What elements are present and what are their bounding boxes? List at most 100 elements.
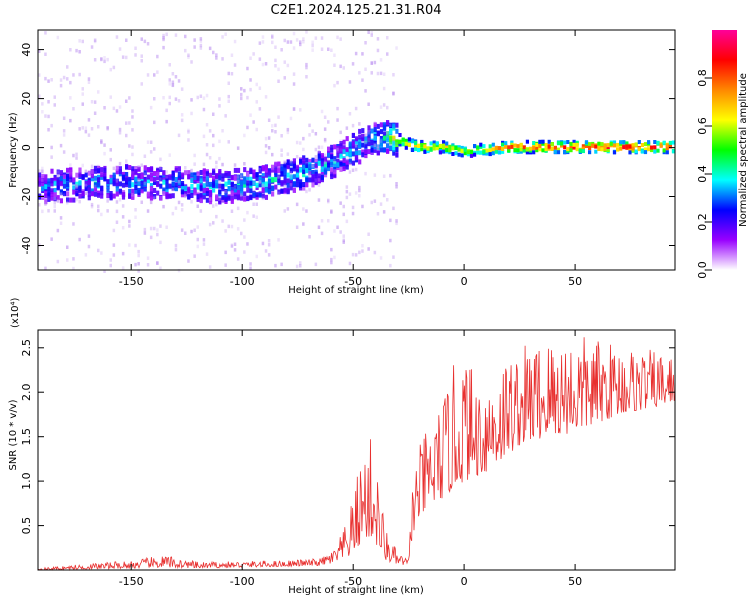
spectrogram-cell [286,163,290,169]
spectrogram-noise-cell [62,129,66,133]
spectrogram-cell [317,160,321,166]
spectrogram-cell [454,151,458,156]
spectrogram-cell [435,141,439,146]
spectrogram-noise-cell [311,40,314,45]
spectrogram-cell [78,167,82,173]
spectrogram-noise-cell [47,209,50,213]
spectrogram-noise-cell [109,263,112,268]
spectrogram-noise-cell [180,228,184,232]
spectrogram-noise-cell [224,32,227,36]
spectrogram-noise-cell [190,98,193,102]
spectrogram-cell [56,169,60,175]
spectrogram-noise-cell [233,248,237,252]
spectrogram-cell [134,185,138,190]
spectrogram-cell [47,192,51,198]
spectrogram-cell [603,143,607,148]
spectrogram-noise-cell [115,209,119,214]
spectrogram-noise-cell [364,67,367,71]
spectrogram-cell [193,188,197,194]
y-tick-label: 2.5 [20,339,33,357]
spectrogram-noise-cell [233,185,237,190]
spectrogram-noise-cell [395,219,398,223]
spectrogram-noise-cell [218,97,221,101]
spectrogram-noise-cell [277,191,280,196]
spectrogram-cell [205,171,209,177]
spectrogram-cell [78,185,82,191]
spectrogram-noise-cell [308,171,311,175]
spectrogram-cell [305,168,309,174]
spectrogram-cell [616,142,620,147]
spectrogram-noise-cell [38,169,41,173]
spectrogram-cell [532,146,536,151]
spectrogram-cell [286,182,290,188]
spectrogram-noise-cell [90,45,94,49]
spectrogram-cell [584,144,589,148]
spectrogram-noise-cell [184,48,187,53]
spectrogram-cell [544,143,548,147]
spectrogram-cell [482,144,486,149]
spectrogram-noise-cell [373,250,377,255]
spectrogram-noise-cell [305,75,308,79]
spectrogram-noise-cell [373,173,377,177]
spectrogram-cell [202,183,206,189]
spectrogram-noise-cell [165,175,168,179]
spectrogram-noise-cell [221,35,224,39]
spectrogram-cell [382,138,387,144]
spectrogram-cell [650,145,654,150]
spectrogram-cell [588,146,592,150]
spectrogram-cell [535,148,539,153]
spectrogram-cell [146,174,150,180]
spectrogram-cell [243,179,247,185]
spectrogram-noise-cell [261,35,265,39]
spectrogram-cell [547,139,551,144]
spectrogram-cell [339,161,343,167]
spectrogram-cell [330,154,334,160]
spectrogram-cell [491,142,495,147]
spectrogram-noise-cell [81,87,84,91]
spectrogram-noise-cell [109,95,112,99]
spectrogram-cell [271,177,275,183]
spectrogram-cell [202,173,206,179]
spectrogram-noise-cell [202,238,206,242]
spectrogram-noise-cell [199,37,203,41]
spectrogram-noise-cell [230,209,234,213]
spectrogram-noise-cell [118,198,122,202]
spectrogram-cell [66,191,70,197]
spectrogram-noise-cell [168,101,171,106]
spectrogram-cell [240,195,244,201]
spectrogram-cell [342,166,346,172]
spectrogram-noise-cell [41,178,44,182]
spectrogram-cell [668,144,672,149]
spectrogram-cell [616,147,620,152]
spectrogram-noise-cell [249,113,252,117]
spectrogram-cell [41,195,45,200]
spectrogram-noise-cell [392,138,395,142]
spectrogram-cell [97,192,101,198]
colorbar-tick-label: 0.2 [696,213,709,231]
spectrogram-cell [330,167,334,173]
spectrogram-noise-cell [292,107,296,111]
spectrogram-noise-cell [93,39,97,44]
spectrogram-cell [62,179,67,184]
spectrogram-noise-cell [311,164,314,168]
spectrogram-noise-cell [115,220,119,224]
spectrogram-cell [351,151,355,157]
spectrogram-cell [289,185,293,191]
spectrogram-noise-cell [261,62,265,67]
spectrogram-noise-cell [93,38,97,42]
spectrogram-noise-cell [159,166,162,170]
spectrogram-noise-cell [289,171,293,175]
spectrogram-noise-cell [177,99,181,103]
spectrogram-noise-cell [227,71,230,76]
spectrogram-cell [401,137,405,142]
spectrogram-cell [622,145,626,150]
spectrogram-noise-cell [348,112,352,116]
spectrogram-cell [510,140,514,145]
spectrogram-cell [333,159,337,164]
spectrogram-cell [47,186,51,192]
spectrogram-noise-cell [330,257,333,262]
spectrogram-cell [143,178,147,184]
spectrogram-noise-cell [264,62,268,66]
spectrogram-noise-cell [389,123,392,127]
spectrogram-cell [218,175,222,181]
